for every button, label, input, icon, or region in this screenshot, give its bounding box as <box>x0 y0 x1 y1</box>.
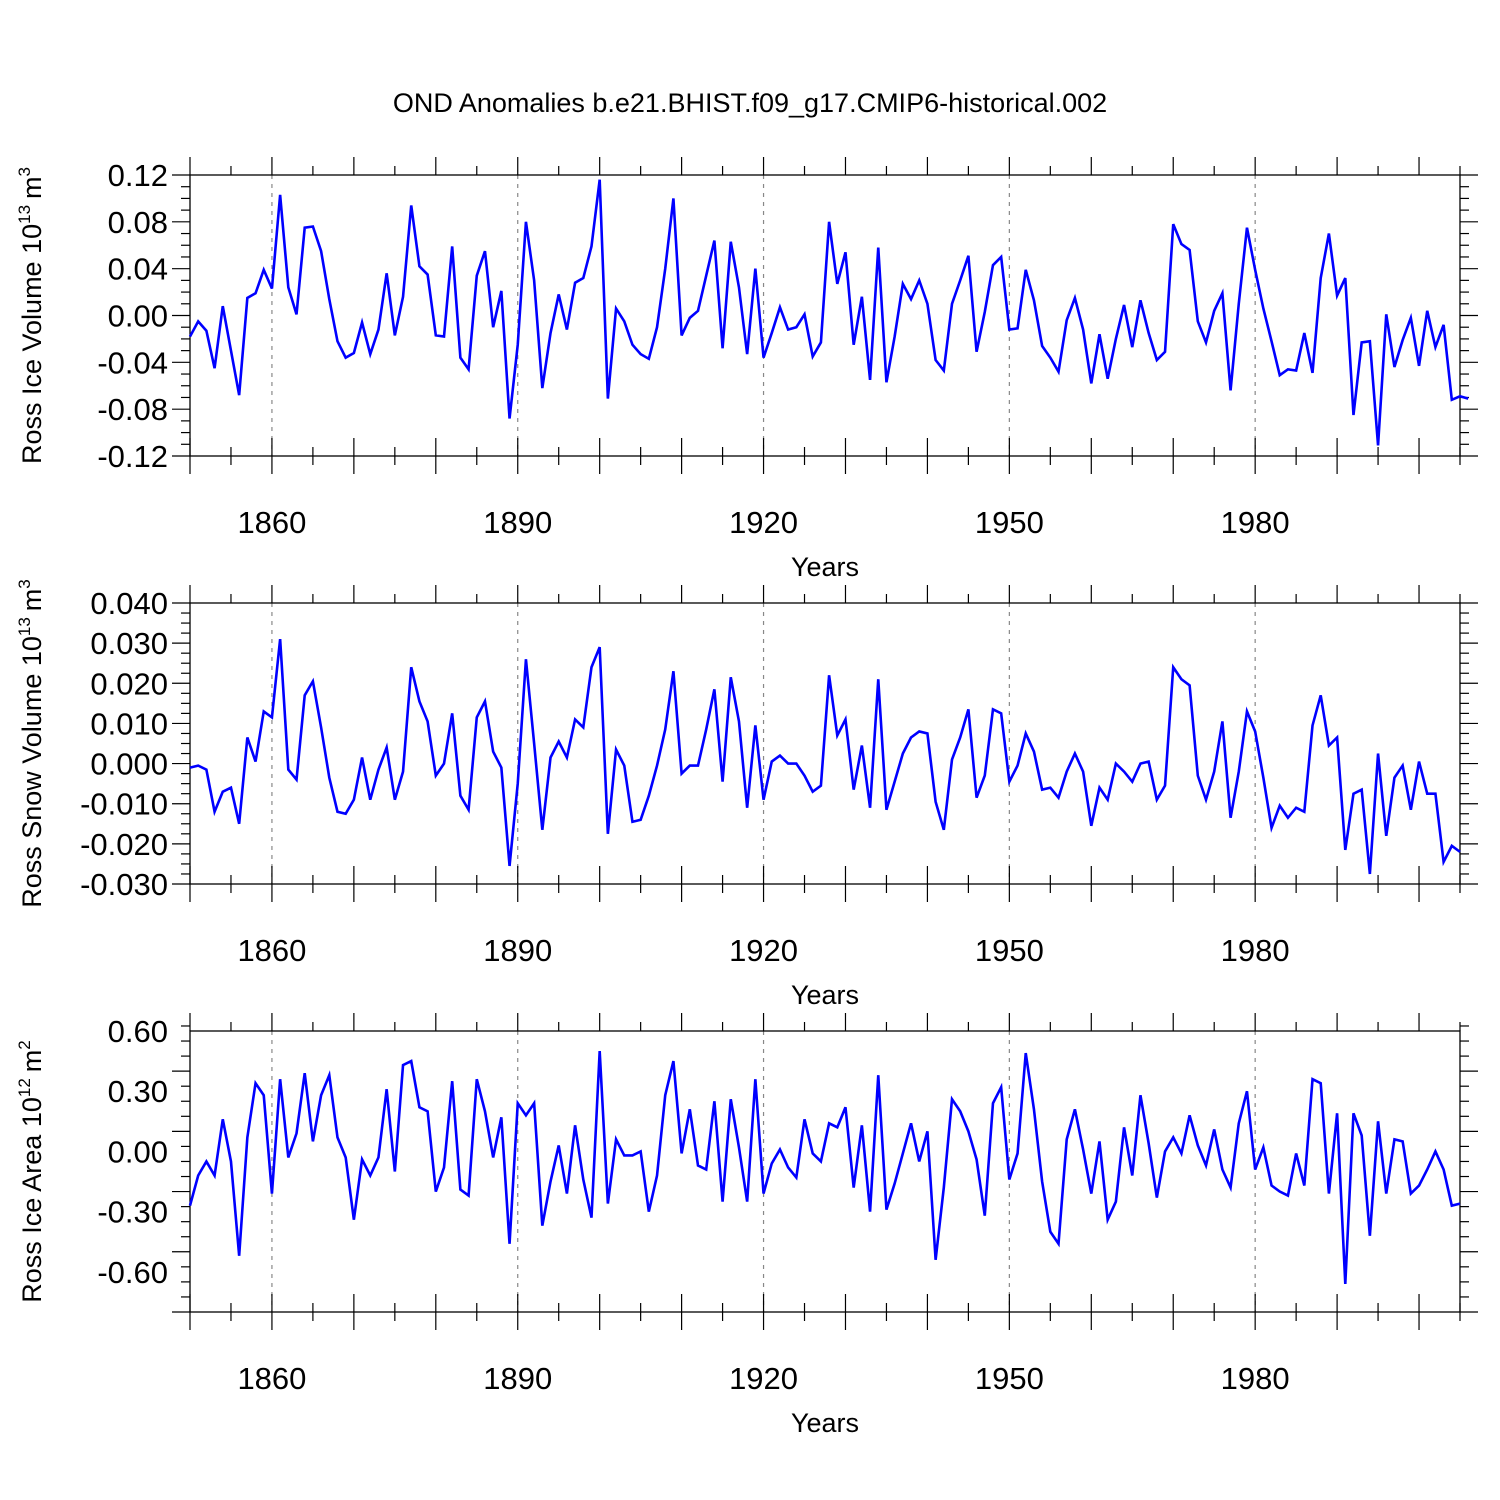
y-axis-title-space <box>17 1127 47 1135</box>
y-tick-label: 0.00 <box>108 299 168 334</box>
y-tick-label: 0.12 <box>108 158 168 193</box>
y-axis-unit-tail-exp: 3 <box>15 579 34 588</box>
x-tick-label: 1860 <box>237 1361 306 1396</box>
panels-group: 0.12 0.08 0.04 0.00 -0.04 -0.08 -0.12 1860 1890 1… <box>15 157 1478 1438</box>
y-tick-label: 0.04 <box>108 252 168 287</box>
y-tick-label: -0.12 <box>97 439 168 474</box>
x-axis-title: Years <box>791 552 859 582</box>
y-axis-unit-base: 10 <box>17 1097 47 1127</box>
y-tick-label: 0.010 <box>90 706 168 741</box>
y-tick-label: -0.60 <box>97 1255 168 1290</box>
y-axis-title: Ross Ice Volume 1013 m3 <box>15 167 47 464</box>
x-tick-label: 1980 <box>1221 1361 1290 1396</box>
y-tick-label: -0.04 <box>97 345 168 380</box>
y-tick-label: 0.020 <box>90 666 168 701</box>
chart-title: OND Anomalies b.e21.BHIST.f09_g17.CMIP6-… <box>393 88 1107 118</box>
y-tick-label: 0.030 <box>90 626 168 661</box>
y-tick-label: -0.010 <box>80 787 168 822</box>
x-tick-label: 1980 <box>1221 933 1290 968</box>
y-tick-label: 0.00 <box>108 1134 168 1169</box>
y-tick-label: 0.30 <box>108 1074 168 1109</box>
y-axis-title: Ross Snow Volume 1013 m3 <box>15 579 47 908</box>
y-axis-title-text: Ross Snow Volume <box>17 674 47 908</box>
x-tick-label: 1860 <box>237 505 306 540</box>
y-axis-unit-tail: m <box>17 176 47 199</box>
y-tick-label: -0.08 <box>97 392 168 427</box>
y-axis-unit-base: 10 <box>17 636 47 666</box>
panel-ross-ice-volume: 0.12 0.08 0.04 0.00 -0.04 -0.08 -0.12 1860 1890 1… <box>15 157 1478 582</box>
x-tick-label: 1950 <box>975 933 1044 968</box>
series-line <box>189 638 1461 875</box>
plot-frame <box>189 602 1461 885</box>
x-axis-title: Years <box>791 1408 859 1438</box>
x-tick-label: 1920 <box>729 933 798 968</box>
y-axis-unit-tail-exp: 3 <box>15 167 34 176</box>
y-axis-unit-tail: m <box>17 1050 47 1073</box>
x-tick-label: 1920 <box>729 505 798 540</box>
y-axis-unit-exp: 12 <box>15 1078 34 1097</box>
x-tick-label: 1920 <box>729 1361 798 1396</box>
x-tick-label: 1950 <box>975 1361 1044 1396</box>
y-axis-title-text: Ross Ice Area <box>17 1134 47 1303</box>
x-tick-label: 1980 <box>1221 505 1290 540</box>
x-tick-label: 1950 <box>975 505 1044 540</box>
x-tick-label: 1890 <box>483 933 552 968</box>
y-tick-label: 0.08 <box>108 205 168 240</box>
series-line <box>188 1051 1461 1284</box>
panel-ross-snow-volume: 0.040 0.030 0.020 0.010 0.000 -0.010 -0.020 -0.… <box>15 579 1478 1010</box>
x-tick-label: 1890 <box>483 505 552 540</box>
x-tick-label: 1890 <box>483 1361 552 1396</box>
y-axis-title-space <box>17 666 47 674</box>
y-axis-unit-exp: 13 <box>15 205 34 224</box>
y-axis-title-space <box>17 254 47 262</box>
y-axis-unit-base: 10 <box>17 224 47 254</box>
y-axis-unit-exp: 13 <box>15 617 34 636</box>
y-axis-title-text: Ross Ice Volume <box>17 261 47 464</box>
y-tick-label: -0.30 <box>97 1195 168 1230</box>
y-tick-label: -0.020 <box>80 827 168 862</box>
y-axis-unit-tail-exp: 2 <box>15 1040 34 1049</box>
y-tick-label: 0.60 <box>108 1014 168 1049</box>
series-line <box>188 179 1469 446</box>
panel-ross-ice-area: 0.60 0.30 0.00 -0.30 -0.60 1860 1890 1920 1950 19… <box>15 1013 1478 1438</box>
plot-frame <box>189 174 1461 457</box>
x-axis-title: Years <box>791 980 859 1010</box>
y-axis-title: Ross Ice Area 1012 m2 <box>15 1040 47 1303</box>
y-axis-unit-tail: m <box>17 589 47 612</box>
y-tick-label: 0.040 <box>90 586 168 621</box>
plot-frame <box>189 1030 1461 1313</box>
x-tick-label: 1860 <box>237 933 306 968</box>
y-tick-label: 0.000 <box>90 747 168 782</box>
y-tick-label: -0.030 <box>80 867 168 902</box>
